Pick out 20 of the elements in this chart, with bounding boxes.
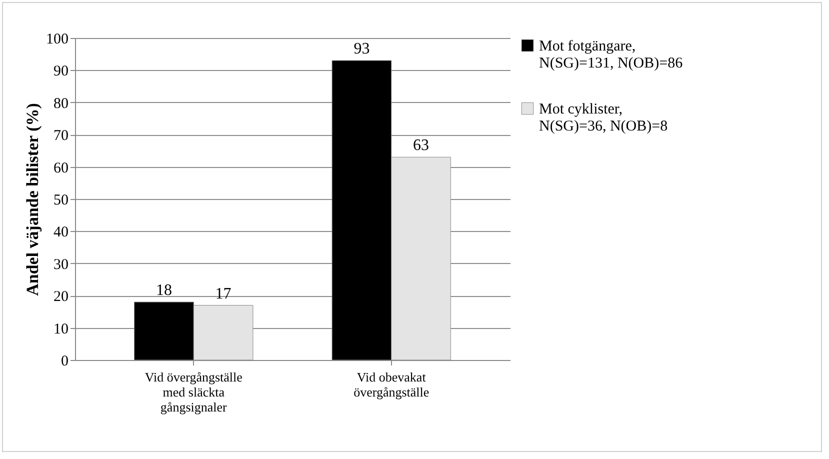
data-label: 63 bbox=[413, 137, 430, 154]
data-label: 18 bbox=[156, 282, 172, 300]
x-tick-label: Vid övergångställe med släckta gångsignaler bbox=[144, 370, 243, 414]
y-tick-label: 60 bbox=[54, 160, 68, 176]
y-tick-label: 40 bbox=[54, 224, 68, 241]
y-tick-label: 70 bbox=[54, 128, 68, 144]
y-tick-label: 90 bbox=[54, 64, 68, 80]
legend-label: Mot fotgängare, N(SG)=131, N(OB)=86 bbox=[539, 38, 684, 72]
legend-label: Mot cyklister, N(SG)=36, N(OB)=8 bbox=[539, 102, 668, 134]
data-label: 17 bbox=[215, 285, 232, 302]
data-label: 93 bbox=[354, 40, 370, 58]
x-tick-label: Vid obevakat övergångställe bbox=[354, 370, 430, 400]
y-tick-label: 20 bbox=[54, 289, 68, 306]
y-tick-label: 50 bbox=[54, 192, 68, 208]
y-tick-label: 30 bbox=[54, 256, 68, 273]
y-tick-label: 100 bbox=[46, 32, 68, 48]
y-tick-label: 10 bbox=[54, 321, 68, 338]
y-tick-label: 0 bbox=[61, 354, 68, 370]
y-axis-title: Andel väjande bilister (%) bbox=[23, 103, 42, 296]
y-tick-label: 80 bbox=[54, 96, 68, 112]
